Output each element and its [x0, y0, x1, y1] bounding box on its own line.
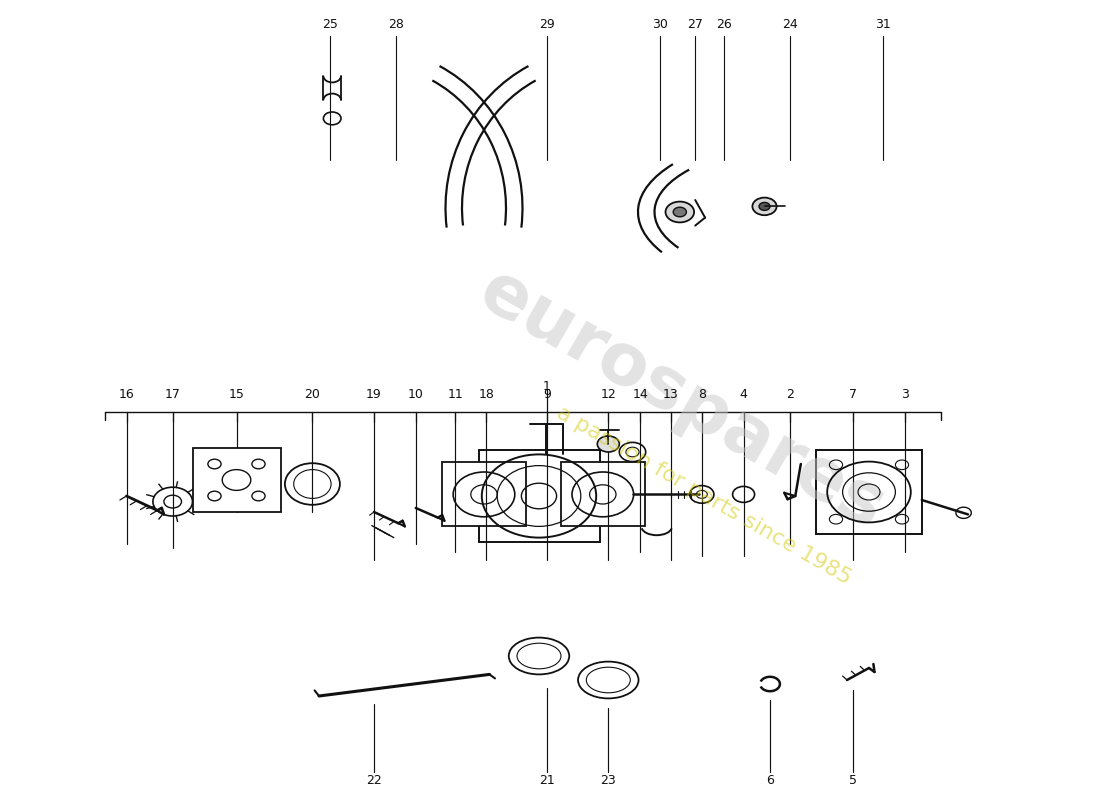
Text: 3: 3: [901, 388, 910, 401]
Bar: [478, 450, 600, 542]
Text: a passion for parts since 1985: a passion for parts since 1985: [553, 403, 855, 589]
Text: 7: 7: [848, 388, 857, 401]
Text: 14: 14: [632, 388, 648, 401]
Text: 1: 1: [542, 380, 551, 393]
Text: 22: 22: [366, 774, 382, 786]
Text: 4: 4: [739, 388, 748, 401]
Text: 11: 11: [448, 388, 463, 401]
Bar: [192, 448, 280, 512]
Bar: [442, 462, 526, 526]
Text: 8: 8: [697, 388, 706, 401]
Text: 28: 28: [388, 18, 404, 30]
Text: eurospares: eurospares: [466, 256, 898, 544]
Text: 16: 16: [119, 388, 134, 401]
Circle shape: [666, 202, 694, 222]
Bar: [561, 462, 645, 526]
Text: 2: 2: [785, 388, 794, 401]
Circle shape: [673, 207, 686, 217]
Text: 9: 9: [542, 388, 551, 401]
Text: 18: 18: [478, 388, 494, 401]
Text: 24: 24: [782, 18, 797, 30]
Text: 26: 26: [716, 18, 732, 30]
Text: 19: 19: [366, 388, 382, 401]
Text: 17: 17: [165, 388, 180, 401]
Text: 5: 5: [848, 774, 857, 786]
Text: 13: 13: [663, 388, 679, 401]
Bar: [816, 450, 922, 534]
Text: 21: 21: [539, 774, 554, 786]
Text: 15: 15: [229, 388, 244, 401]
Circle shape: [752, 198, 777, 215]
Text: 29: 29: [539, 18, 554, 30]
Text: 25: 25: [322, 18, 338, 30]
Text: 10: 10: [408, 388, 424, 401]
Text: 20: 20: [305, 388, 320, 401]
Text: 30: 30: [652, 18, 668, 30]
Text: 27: 27: [688, 18, 703, 30]
Circle shape: [759, 202, 770, 210]
Text: 12: 12: [601, 388, 616, 401]
Circle shape: [597, 436, 619, 452]
Text: 6: 6: [766, 774, 774, 786]
Text: 31: 31: [876, 18, 891, 30]
Text: 23: 23: [601, 774, 616, 786]
